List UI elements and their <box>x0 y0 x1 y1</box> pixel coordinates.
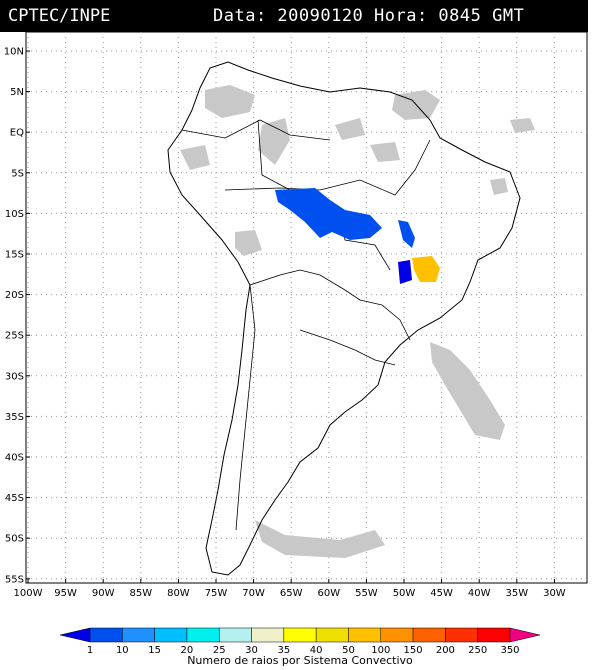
lat-label: 10N <box>4 47 24 58</box>
colorbar-value-label: 35 <box>277 645 290 656</box>
colorbar-segment <box>218 627 252 643</box>
lat-label: 10S <box>5 209 24 220</box>
colorbar-value-label: 25 <box>213 645 226 656</box>
colorbar-segment <box>89 627 123 643</box>
lon-label: 95W <box>54 588 77 599</box>
lat-label: 5N <box>10 87 24 98</box>
latitude-labels: 10N 5N EQ 5S 10S 15S 20S 25S 30S 35S 40S 45S 50S 55S <box>4 47 30 585</box>
cloud-patch <box>430 342 505 440</box>
lon-label: 100W <box>14 588 43 599</box>
color-scale-bar <box>59 627 541 643</box>
convective-systems <box>275 188 440 284</box>
lat-label: 35S <box>5 412 24 423</box>
border-line <box>235 284 256 531</box>
cloud-patch <box>510 118 535 133</box>
colorbar-value-label: 50 <box>342 645 355 656</box>
colorbar-arrow-left <box>59 627 91 643</box>
lat-label: 25S <box>5 331 24 342</box>
colorbar-segment <box>154 627 188 643</box>
map-frame <box>25 31 588 584</box>
colorbar-value-label: 350 <box>500 645 519 656</box>
lon-label: 85W <box>129 588 152 599</box>
lon-label: 60W <box>317 588 340 599</box>
colorbar-segment <box>445 627 478 643</box>
border-line <box>224 139 431 196</box>
colorbar-value-label: 40 <box>310 645 323 656</box>
colorbar-segment <box>380 627 414 643</box>
lat-label: 55S <box>5 574 24 585</box>
colorbar-value-label: 150 <box>404 645 423 656</box>
color-scale-labels: 1 10 15 20 25 30 35 40 50 100 150 200 250 350 <box>87 645 520 656</box>
cloud-patch <box>258 118 290 165</box>
convective-cluster <box>398 220 415 248</box>
colorbar-segment <box>412 627 446 643</box>
lat-label: 40S <box>5 453 24 464</box>
lat-label: 45S <box>5 493 24 504</box>
lon-label: 50W <box>393 588 416 599</box>
border-line <box>249 269 346 291</box>
colorbar-value-label: 100 <box>371 645 390 656</box>
cloud-cover <box>180 85 535 558</box>
colorbar-segment <box>283 627 317 643</box>
colorbar-segment <box>348 627 382 643</box>
lat-label: 15S <box>5 250 24 261</box>
lon-label: 40W <box>468 588 491 599</box>
lat-label: 5S <box>11 168 24 179</box>
cloud-patch <box>335 118 365 140</box>
lat-label: 50S <box>5 534 24 545</box>
cloud-patch <box>235 230 262 256</box>
lat-label: 30S <box>5 371 24 382</box>
cloud-patch <box>490 178 508 195</box>
title-bar: CPTEC/INPE Data: 20090120 Hora: 0845 GMT <box>0 0 588 32</box>
border-line <box>181 119 331 141</box>
cloud-patch <box>205 85 255 118</box>
lon-label: 90W <box>92 588 115 599</box>
timestamp-label: Data: 20090120 Hora: 0845 GMT <box>213 6 525 26</box>
agency-label: CPTEC/INPE <box>8 6 111 26</box>
cloud-patch <box>180 145 210 170</box>
colorbar-value-label: 20 <box>181 645 194 656</box>
colorbar-segment <box>477 627 511 643</box>
border-line <box>257 119 291 191</box>
lon-label: 55W <box>355 588 378 599</box>
border-line <box>299 329 396 366</box>
lon-label: 80W <box>167 588 190 599</box>
border-line <box>344 289 411 341</box>
colorbar-segment <box>251 627 285 643</box>
colorbar-value-label: 15 <box>148 645 161 656</box>
colorbar-arrow-right <box>509 627 541 643</box>
cloud-patch <box>255 520 385 558</box>
lon-label: 35W <box>505 588 528 599</box>
colorbar-value-label: 200 <box>436 645 455 656</box>
south-america-outline <box>167 61 521 576</box>
convective-cluster <box>412 256 440 282</box>
longitude-labels: 100W 95W 90W 85W 80W 75W 70W 65W 60W 55W 50W 45W 40W… <box>14 579 566 599</box>
colorbar-segment <box>186 627 220 643</box>
convective-cluster <box>398 260 412 284</box>
colorbar-value-label: 250 <box>468 645 487 656</box>
colorbar-segment <box>122 627 155 643</box>
lon-label: 45W <box>430 588 453 599</box>
convective-cluster <box>275 188 382 240</box>
colorbar-segment <box>315 627 349 643</box>
colorbar-value-label: 1 <box>87 645 93 656</box>
lat-label: 20S <box>5 290 24 301</box>
legend-caption: Numero de raios por Sistema Convectivo <box>187 654 413 667</box>
colorbar-value-label: 10 <box>116 645 129 656</box>
colorbar-value-label: 30 <box>245 645 258 656</box>
cloud-patch <box>370 142 400 162</box>
lat-label: EQ <box>10 128 24 139</box>
lon-label: 65W <box>280 588 303 599</box>
country-borders <box>181 119 431 531</box>
lon-label: 75W <box>205 588 228 599</box>
grid-lines <box>26 32 587 583</box>
lon-label: 70W <box>242 588 265 599</box>
lon-label: 30W <box>543 588 566 599</box>
